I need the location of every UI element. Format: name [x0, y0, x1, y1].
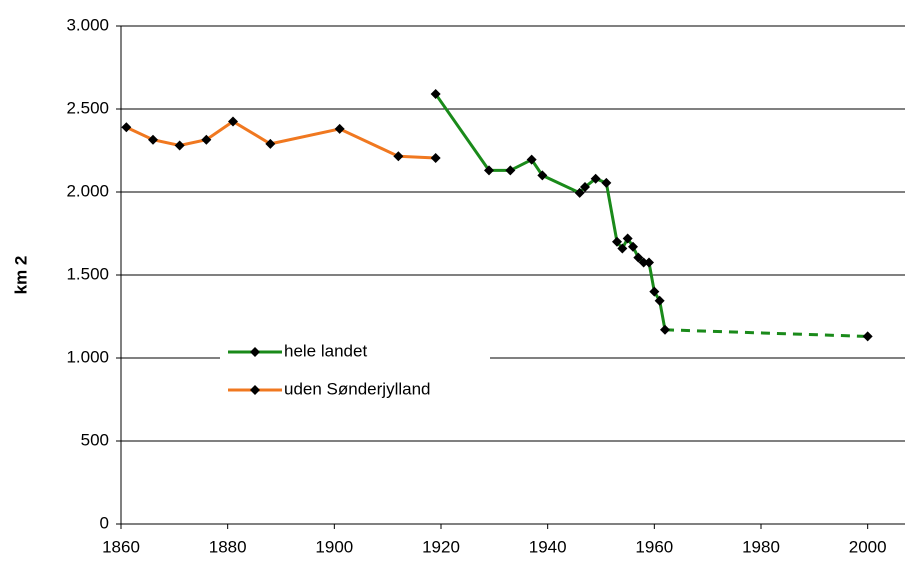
x-tick-label: 2000	[849, 537, 887, 556]
marker	[628, 241, 638, 252]
x-tick-label: 1860	[102, 537, 140, 556]
marker	[638, 257, 649, 268]
marker	[430, 152, 441, 163]
marker	[121, 122, 132, 133]
y-tick-label: 3.000	[66, 15, 109, 34]
marker	[228, 116, 238, 127]
marker	[334, 123, 345, 134]
y-tick-label: 2.000	[66, 181, 109, 200]
marker	[601, 177, 612, 188]
marker	[484, 165, 494, 176]
marker	[649, 286, 660, 297]
y-tick-label: 1.000	[66, 347, 109, 366]
marker	[201, 134, 212, 145]
marker	[148, 134, 158, 145]
x-tick-label: 1880	[209, 537, 247, 556]
marker	[644, 257, 654, 268]
marker	[537, 170, 548, 181]
line	[434, 93, 667, 331]
legend	[220, 340, 490, 402]
marker	[174, 140, 185, 151]
line	[125, 119, 436, 160]
marker	[622, 233, 633, 244]
y-tick-label: 1.500	[66, 264, 109, 283]
y-tick-label: 2.500	[66, 98, 109, 117]
x-tick-label: 1900	[315, 537, 353, 556]
marker	[617, 243, 628, 254]
y-axis-label: km 2	[11, 256, 30, 295]
legend-label: uden Sønderjylland	[284, 379, 430, 398]
x-tick-label: 1920	[422, 537, 460, 556]
legend-label: hele landet	[284, 341, 367, 360]
marker	[393, 151, 404, 162]
marker	[574, 187, 585, 198]
marker	[590, 173, 601, 184]
marker	[862, 331, 873, 342]
y-tick-label: 500	[81, 430, 109, 449]
y-tick-label: 0	[100, 513, 109, 532]
marker	[265, 138, 276, 149]
marker	[430, 89, 441, 100]
marker	[633, 252, 644, 263]
line-dashed	[664, 328, 868, 338]
marker	[526, 154, 537, 165]
x-tick-label: 1940	[529, 537, 567, 556]
x-tick-label: 1980	[742, 537, 780, 556]
marker	[612, 236, 622, 247]
legend-marker	[250, 385, 260, 395]
marker	[505, 165, 516, 176]
marker	[580, 182, 590, 193]
marker	[660, 324, 670, 335]
x-tick-label: 1960	[635, 537, 673, 556]
marker	[654, 295, 665, 306]
legend-marker	[250, 347, 260, 357]
